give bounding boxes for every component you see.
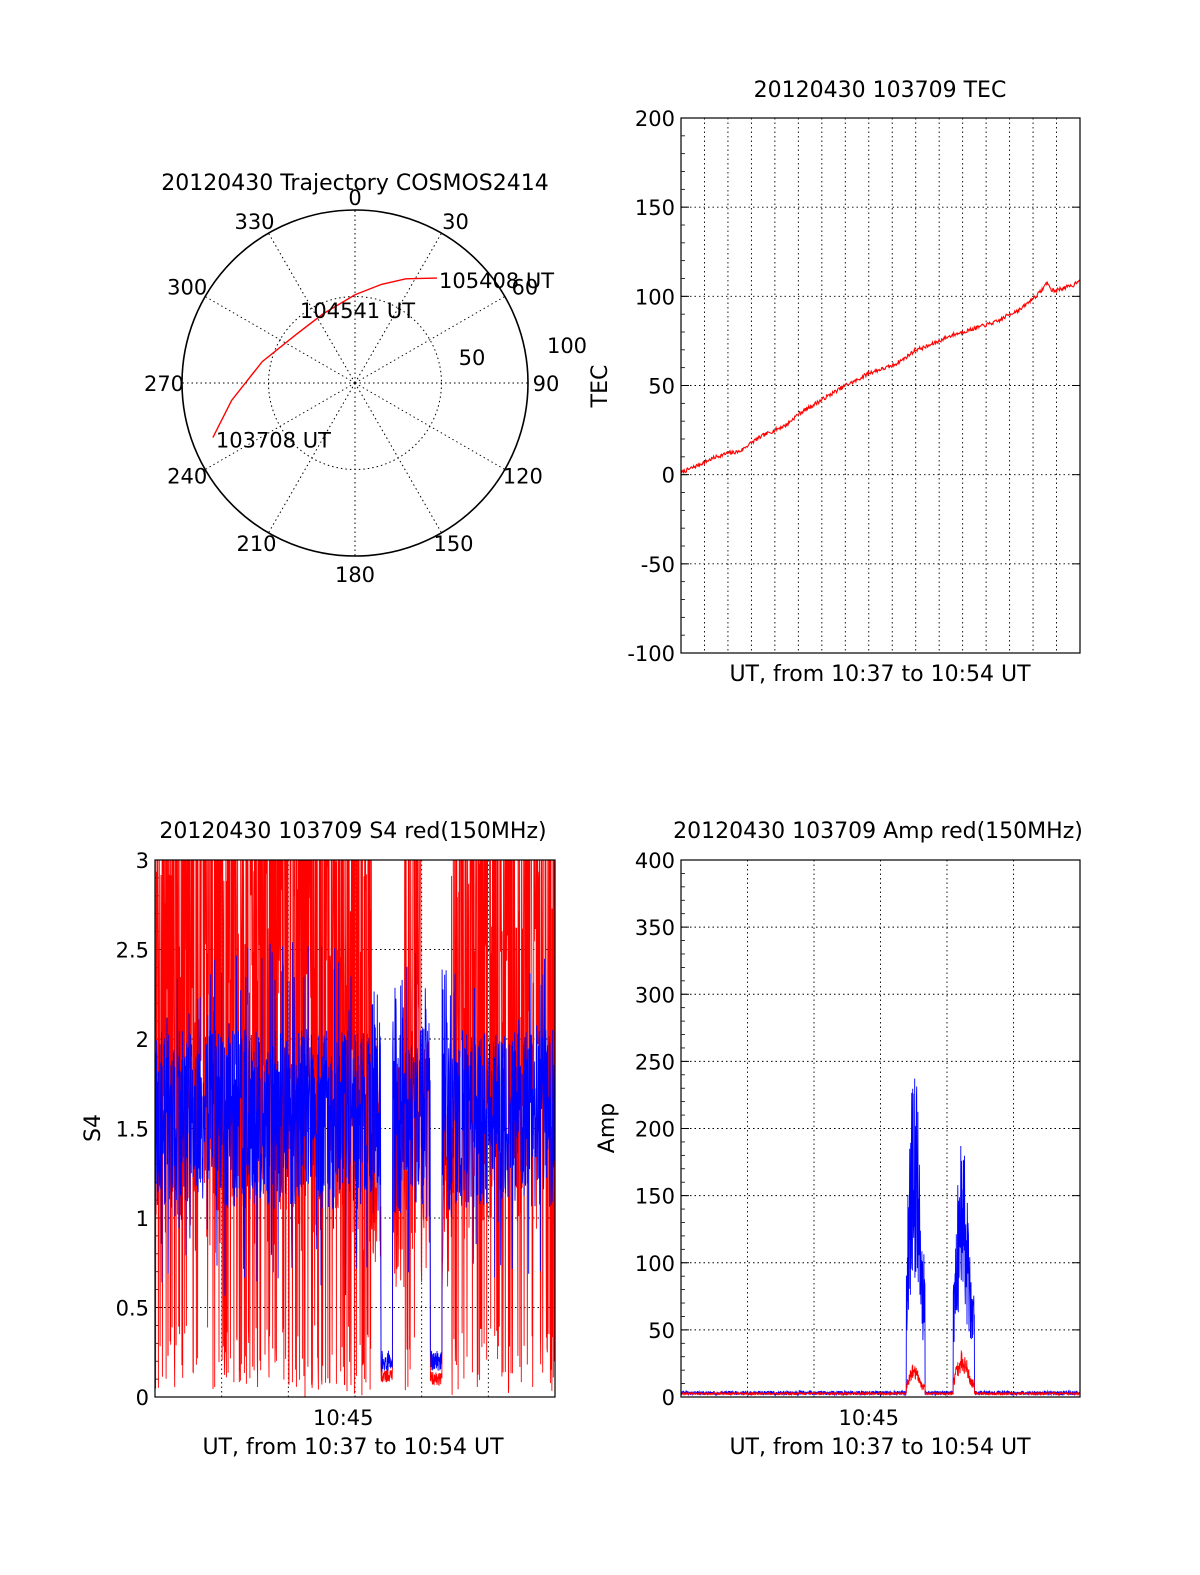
amp-ytick-label-1: 50 <box>648 1319 675 1343</box>
trajectory-annotation-0: 105408 UT <box>439 269 554 293</box>
tec-xlabel: UT, from 10:37 to 10:54 UT <box>729 662 1031 687</box>
s4-x-tick-label: 10:45 <box>313 1406 374 1430</box>
s4-ytick-label-4: 2 <box>136 1028 149 1052</box>
s4-series-group <box>155 860 555 1397</box>
polar-outer-circle <box>181 209 529 557</box>
amp-panel: 20120430 103709 Amp red(150MHz) 0 50 100 15… <box>595 819 1083 1460</box>
polar-angle-label-270: 270 <box>144 372 184 396</box>
tec-y-ticks: -100 -50 0 50 100 150 200 <box>627 107 675 666</box>
polar-angle-label-0: 0 <box>348 186 361 210</box>
polar-angle-label-60: 60 <box>511 276 538 300</box>
tec-ytick-label-5: 150 <box>635 196 675 220</box>
tec-ytick-label-3: 50 <box>648 375 675 399</box>
polar-angle-label-240: 240 <box>167 465 207 489</box>
s4-red-line <box>155 860 555 1397</box>
s4-ytick-label-3: 1.5 <box>116 1118 149 1142</box>
s4-ytick-label-6: 3 <box>136 849 149 873</box>
amp-ytick-label-4: 200 <box>635 1118 675 1142</box>
tec-ytick-label-4: 100 <box>635 285 675 309</box>
amp-ytick-label-6: 300 <box>635 983 675 1007</box>
amp-ytick-label-0: 0 <box>662 1386 675 1410</box>
s4-series <box>155 860 555 1397</box>
amp-ytick-label-2: 100 <box>635 1252 675 1276</box>
tec-line <box>680 279 1081 475</box>
s4-ytick-label-5: 2.5 <box>116 939 149 963</box>
polar-angle-label-210: 210 <box>236 532 276 556</box>
amp-ytick-label-7: 350 <box>635 916 675 940</box>
amp-red-line <box>680 1350 1081 1397</box>
polar-angle-label-120: 120 <box>503 465 543 489</box>
tec-frame <box>680 117 1081 654</box>
amp-ytick-label-8: 400 <box>635 849 675 873</box>
tec-ytick-label-2: 0 <box>662 464 675 488</box>
amp-ylabel: Amp <box>595 1103 620 1153</box>
polar-angle-label-90: 90 <box>533 372 560 396</box>
trajectory-annotation-1: 104541 UT <box>300 299 415 323</box>
polar-grid <box>181 209 529 557</box>
polar-spoke-60 <box>354 296 506 384</box>
trajectory-line <box>212 277 438 438</box>
polar-spoke-210 <box>268 382 356 534</box>
tec-panel: 20120430 103709 TEC -100-50050100150200 … <box>588 78 1081 687</box>
polar-radius-label-50: 50 <box>459 346 486 370</box>
polar-spoke-240 <box>204 382 356 470</box>
trajectory-annotation-2: 103708 UT <box>216 429 331 453</box>
s4-ytick-label-0: 0 <box>136 1386 149 1410</box>
amp-series <box>680 1078 1081 1397</box>
trajectory-track <box>212 277 438 438</box>
polar-angle-label-330: 330 <box>234 210 274 234</box>
amp-frame <box>680 859 1081 1398</box>
s4-title: 20120430 103709 S4 red(150MHz) <box>159 819 546 844</box>
tec-title: 20120430 103709 TEC <box>754 78 1007 103</box>
tec-series <box>680 279 1081 475</box>
trajectory-annotations: 105408 UT 104541 UT 103708 UT <box>216 269 554 453</box>
s4-ytick-label-1: 0.5 <box>116 1297 149 1321</box>
s4-ytick-label-2: 1 <box>136 1207 149 1231</box>
tec-ytick-label-0: -100 <box>627 642 675 666</box>
trajectory-title: 20120430 Trajectory COSMOS2414 <box>161 171 548 196</box>
polar-angle-label-150: 150 <box>433 532 473 556</box>
s4-frame <box>154 859 556 1398</box>
polar-spoke-330 <box>268 232 356 384</box>
polar-spoke-150 <box>354 382 442 534</box>
polar-spoke-30 <box>354 232 442 384</box>
polar-angle-label-30: 30 <box>442 210 469 234</box>
s4-y-ticks: 0 0.5 1 1.5 2 2.5 3 <box>116 849 149 1410</box>
amp-y-ticks: 0 50 100 150 200 250 300 350 400 <box>635 849 675 1410</box>
tec-ytick-label-6: 200 <box>635 107 675 131</box>
polar-spoke-120 <box>354 382 506 470</box>
s4-panel: 20120430 103709 S4 red(150MHz) 0 0.5 1 1.5 2… <box>81 819 556 1460</box>
s4-blue-line <box>155 942 555 1372</box>
tec-grid <box>681 117 1080 654</box>
amp-grid <box>681 859 1080 1398</box>
s4-ylabel: S4 <box>81 1114 106 1142</box>
polar-angle-labels: 0 30 60 90 120 150 180 210 240 270 300 330 <box>144 186 559 587</box>
amp-title: 20120430 103709 Amp red(150MHz) <box>673 819 1083 844</box>
polar-radius-labels: 50 100 <box>459 334 587 370</box>
tec-ytick-label-1: -50 <box>641 553 675 577</box>
amp-ytick-label-5: 250 <box>635 1050 675 1074</box>
amp-x-tick-label: 10:45 <box>838 1406 899 1430</box>
amp-ytick-label-3: 150 <box>635 1185 675 1209</box>
polar-angle-label-180: 180 <box>335 563 375 587</box>
amp-xlabel: UT, from 10:37 to 10:54 UT <box>729 1435 1031 1460</box>
polar-angle-label-300: 300 <box>167 276 207 300</box>
trajectory-panel: 20120430 Trajectory COSMOS2414 0 30 60 90 12… <box>144 171 587 587</box>
s4-xlabel: UT, from 10:37 to 10:54 UT <box>202 1435 504 1460</box>
polar-radius-label-100: 100 <box>547 334 587 358</box>
tec-ylabel: TEC <box>588 365 613 409</box>
polar-spoke-300 <box>204 296 356 384</box>
